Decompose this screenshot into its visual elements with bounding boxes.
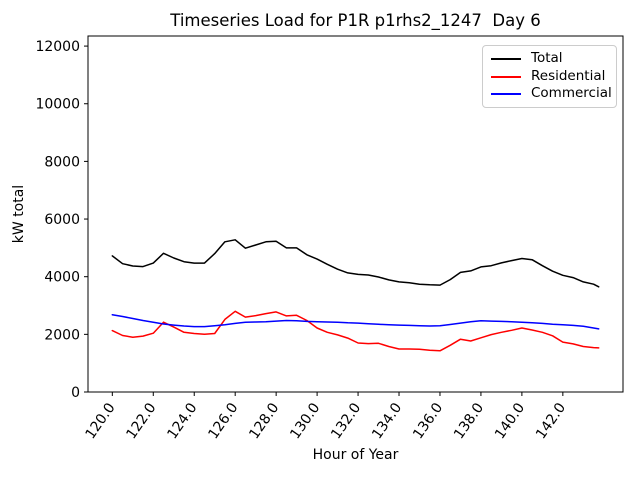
y-tick-label: 8000	[44, 154, 80, 170]
x-tick-label: 124.0	[164, 400, 200, 442]
series-line-commercial	[111, 313, 600, 330]
series-line-total	[111, 239, 600, 288]
legend-label: Residential	[531, 67, 606, 84]
legend-item-residential: Residential	[491, 67, 608, 84]
x-tick-label: 122.0	[123, 400, 159, 442]
series-line-residential	[111, 310, 600, 352]
x-tick-label: 136.0	[410, 400, 446, 442]
x-tick-label: 142.0	[533, 400, 569, 442]
x-tick-label: 120.0	[82, 400, 118, 442]
y-axis-label: kW total	[11, 184, 27, 244]
y-tick-label: 10000	[35, 97, 80, 113]
axes-frame	[87, 35, 624, 393]
y-tick-label: 0	[71, 385, 80, 401]
legend-line-sample-commercial	[491, 93, 521, 96]
x-tick-label: 126.0	[205, 400, 241, 442]
legend-line-sample-residential	[491, 75, 521, 78]
legend-line-sample-total	[491, 57, 521, 60]
legend-label: Total	[531, 50, 563, 67]
x-tick-label: 138.0	[451, 400, 487, 442]
x-axis-label: Hour of Year	[312, 447, 399, 463]
legend: Total Residential Commercial	[482, 45, 617, 108]
y-tick-label: 12000	[35, 39, 80, 55]
x-tick-label: 132.0	[328, 400, 364, 442]
y-tick-label: 6000	[44, 212, 80, 228]
x-tick-label: 140.0	[492, 400, 528, 442]
legend-item-commercial: Commercial	[491, 87, 612, 101]
y-tick-label: 4000	[44, 270, 80, 286]
x-tick-label: 130.0	[287, 400, 323, 442]
legend-label: Commercial	[531, 85, 612, 102]
x-tick-label: 128.0	[246, 400, 282, 442]
y-tick-label: 2000	[44, 327, 80, 343]
x-tick-label: 134.0	[369, 400, 405, 442]
chart-title: Timeseries Load for P1R p1rhs2_1247 Day …	[170, 11, 541, 30]
legend-item-total: Total	[491, 52, 608, 66]
